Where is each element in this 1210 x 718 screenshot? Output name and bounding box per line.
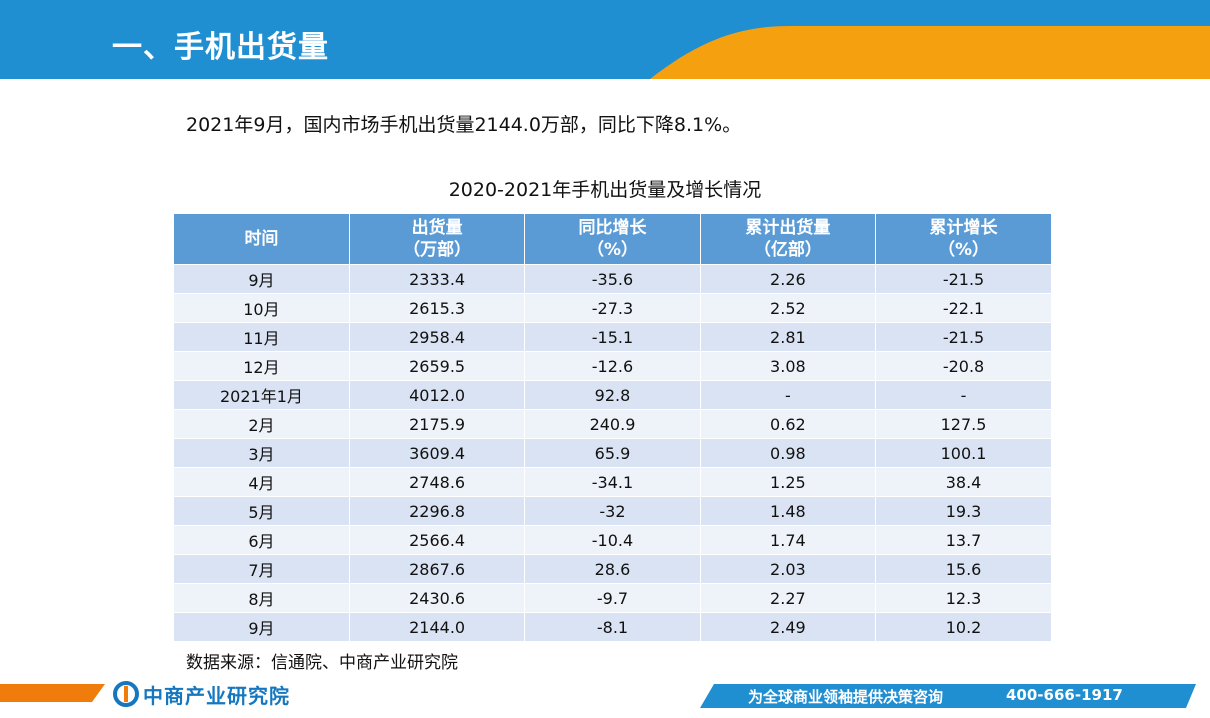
footer-blue-bar (700, 684, 1196, 708)
table-cell: 1.25 (700, 467, 877, 497)
table-row: 5月 2296.8 -32 1.48 19.3 (174, 496, 1051, 526)
table-cell: 92.8 (524, 380, 701, 410)
table-cell: 2.26 (700, 264, 877, 294)
table-cell: 2.81 (700, 322, 877, 352)
table-cell: -9.7 (524, 583, 701, 613)
table-cell: 2958.4 (349, 322, 526, 352)
table-row: 12月 2659.5 -12.6 3.08 -20.8 (174, 351, 1051, 381)
table-cell: -21.5 (875, 322, 1051, 352)
table-row: 8月 2430.6 -9.7 2.27 12.3 (174, 583, 1051, 613)
column-header-time: 时间 (174, 214, 350, 265)
table-cell: 2296.8 (349, 496, 526, 526)
table-cell: -10.4 (524, 525, 701, 555)
table-cell: -15.1 (524, 322, 701, 352)
table-cell: 5月 (174, 496, 350, 526)
footer-phone: 400-666-1917 (1006, 686, 1123, 704)
shipment-table: 时间 出货量 （万部） 同比增长 （%） 累计出货量 （亿部） 累计增长 （%） 9月 2… (174, 214, 1051, 641)
table-cell: 3609.4 (349, 438, 526, 468)
table-cell: 12月 (174, 351, 350, 381)
table-cell: -8.1 (524, 612, 701, 641)
table-cell: 2.49 (700, 612, 877, 641)
header-orange-wave (650, 26, 1210, 79)
table-cell: 38.4 (875, 467, 1051, 497)
table-cell: 8月 (174, 583, 350, 613)
table-row: 4月 2748.6 -34.1 1.25 38.4 (174, 467, 1051, 497)
column-header-shipments: 出货量 （万部） (349, 214, 526, 265)
table-cell: 6月 (174, 525, 350, 555)
table-cell: 65.9 (524, 438, 701, 468)
table-cell: 19.3 (875, 496, 1051, 526)
table-cell: 10.2 (875, 612, 1051, 641)
table-row: 2月 2175.9 240.9 0.62 127.5 (174, 409, 1051, 439)
table-cell: - (875, 380, 1051, 410)
table-cell: 0.62 (700, 409, 877, 439)
table-cell: 28.6 (524, 554, 701, 584)
logo-text: 中商产业研究院 (143, 683, 290, 708)
table-cell: 0.98 (700, 438, 877, 468)
source-note: 数据来源：信通院、中商产业研究院 (186, 653, 458, 673)
table-cell: 100.1 (875, 438, 1051, 468)
logo-icon (113, 681, 139, 707)
table-cell: 12.3 (875, 583, 1051, 613)
footer-slogan: 为全球商业领袖提供决策咨询 (748, 688, 944, 706)
column-header-cumulative-shipments: 累计出货量 （亿部） (700, 214, 877, 265)
table-cell: 2430.6 (349, 583, 526, 613)
table-cell: 2月 (174, 409, 350, 439)
page-title: 一、手机出货量 (112, 30, 329, 65)
table-cell: 4012.0 (349, 380, 526, 410)
header-bar: 一、手机出货量 (0, 0, 1210, 79)
table-cell: 13.7 (875, 525, 1051, 555)
column-header-cumulative-growth: 累计增长 （%） (875, 214, 1051, 265)
table-cell: 1.48 (700, 496, 877, 526)
table-cell: 2615.3 (349, 293, 526, 323)
table-row: 7月 2867.6 28.6 2.03 15.6 (174, 554, 1051, 584)
table-cell: 2144.0 (349, 612, 526, 641)
table-cell: 11月 (174, 322, 350, 352)
table-cell: -20.8 (875, 351, 1051, 381)
table-row: 2021年1月 4012.0 92.8- - (174, 380, 1051, 410)
summary-text: 2021年9月，国内市场手机出货量2144.0万部，同比下降8.1%。 (186, 114, 742, 136)
table-cell: 2021年1月 (174, 380, 350, 410)
table-row: 6月 2566.4 -10.4 1.74 13.7 (174, 525, 1051, 555)
table-row: 10月 2615.3 -27.3 2.52 -22.1 (174, 293, 1051, 323)
table-body: 9月 2333.4 -35.6 2.26 -21.5 10月 2615.3 -27.3 2.52… (174, 264, 1051, 641)
table-cell: 9月 (174, 264, 350, 294)
table-cell: -27.3 (524, 293, 701, 323)
table-cell: 7月 (174, 554, 350, 584)
column-header-yoy-growth: 同比增长 （%） (524, 214, 701, 265)
table-cell: 2.52 (700, 293, 877, 323)
table-cell: 15.6 (875, 554, 1051, 584)
table-cell: -32 (524, 496, 701, 526)
table-cell: -12.6 (524, 351, 701, 381)
table-cell: 2566.4 (349, 525, 526, 555)
table-cell: 3月 (174, 438, 350, 468)
table-cell: 10月 (174, 293, 350, 323)
table-cell: 3.08 (700, 351, 877, 381)
company-logo: 中商产业研究院 (113, 681, 290, 708)
table-cell: 2748.6 (349, 467, 526, 497)
table-row: 11月 2958.4 -15.1 2.81 -21.5 (174, 322, 1051, 352)
table-title: 2020-2021年手机出货量及增长情况 (448, 179, 762, 201)
table-cell: 127.5 (875, 409, 1051, 439)
table-cell: -35.6 (524, 264, 701, 294)
footer-orange-stripe (0, 684, 105, 702)
table-cell: 4月 (174, 467, 350, 497)
table-cell: -21.5 (875, 264, 1051, 294)
table-cell: 240.9 (524, 409, 701, 439)
table-header-row: 时间 出货量 （万部） 同比增长 （%） 累计出货量 （亿部） 累计增长 （%） (174, 214, 1051, 265)
table-row: 9月 2144.0 -8.1 2.49 10.2 (174, 612, 1051, 641)
table-cell: 2867.6 (349, 554, 526, 584)
table-cell: 1.74 (700, 525, 877, 555)
table-cell: 2.27 (700, 583, 877, 613)
table-cell: 2.03 (700, 554, 877, 584)
table-cell: 9月 (174, 612, 350, 641)
table-cell: 2659.5 (349, 351, 526, 381)
table-cell: - (700, 380, 877, 410)
table-row: 3月 3609.4 65.9 0.98 100.1 (174, 438, 1051, 468)
table-cell: 2175.9 (349, 409, 526, 439)
table-cell: 2333.4 (349, 264, 526, 294)
table-row: 9月 2333.4 -35.6 2.26 -21.5 (174, 264, 1051, 294)
table-cell: -34.1 (524, 467, 701, 497)
table-cell: -22.1 (875, 293, 1051, 323)
